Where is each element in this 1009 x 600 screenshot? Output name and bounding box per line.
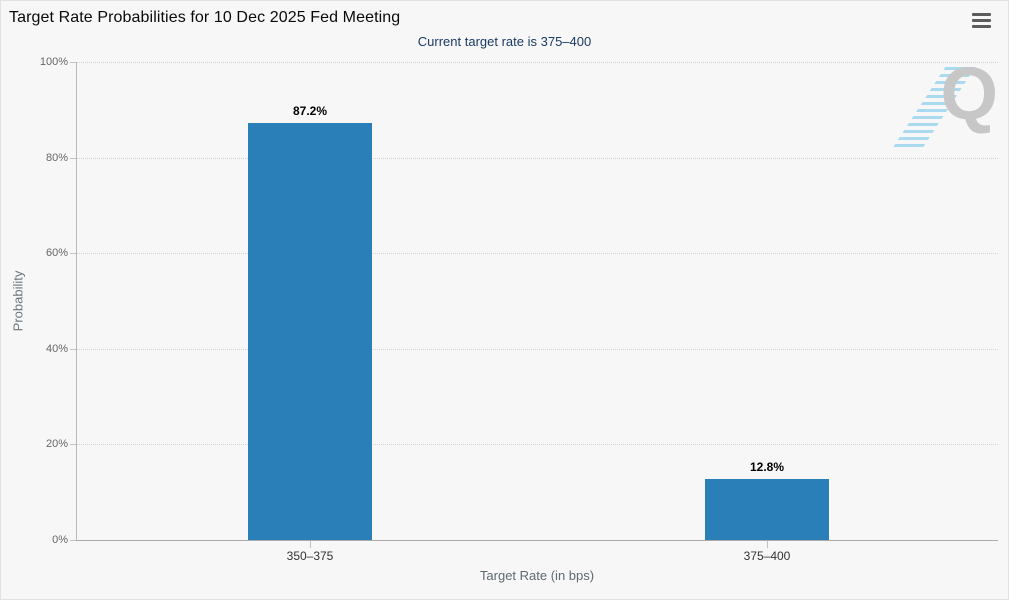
x-axis-line: [76, 540, 998, 541]
gridline-40: [76, 348, 998, 350]
y-tick: [70, 540, 76, 541]
bar-350-375[interactable]: 87.2%: [248, 104, 372, 540]
gridline-60: [76, 253, 998, 255]
y-tick-label: 80%: [45, 151, 68, 164]
y-tick: [70, 253, 76, 255]
chart-subtitle: Current target rate is 375–400: [417, 34, 592, 49]
y-tick-label: 40%: [45, 342, 68, 355]
y-tick-label: 60%: [45, 247, 68, 260]
y-axis-title: Probability: [10, 270, 26, 332]
x-axis-title: Target Rate (in bps): [479, 568, 595, 583]
bar-375-400[interactable]: 12.8%: [705, 460, 829, 540]
y-tick-label: 100%: [39, 56, 68, 68]
chart-title: Target Rate Probabilities for 10 Dec 202…: [9, 9, 401, 26]
y-axis-line: [76, 62, 77, 540]
gridline-20: [76, 444, 998, 446]
y-tick: [70, 157, 76, 159]
data-label-375-400: 12.8%: [749, 459, 785, 474]
x-category-label: 375–400: [743, 549, 791, 563]
y-tick-label: 0%: [52, 534, 68, 546]
y-tick: [70, 444, 76, 446]
y-tick-label: 20%: [45, 438, 68, 451]
y-tick: [70, 62, 76, 63]
x-category-label: 350–375: [286, 549, 334, 563]
gridline-80: [76, 157, 998, 159]
x-tick: [310, 541, 311, 548]
data-label-350-375: 87.2%: [292, 104, 328, 119]
gridline-100: [76, 62, 998, 63]
chart-context-menu-button[interactable]: [972, 13, 991, 28]
hamburger-menu-icon: [972, 13, 991, 28]
x-tick: [767, 541, 768, 548]
y-tick: [70, 348, 76, 350]
plot-area: 100% 80% 60% 40% 20% 0% 87.2% 12.8% 350–…: [40, 56, 998, 583]
